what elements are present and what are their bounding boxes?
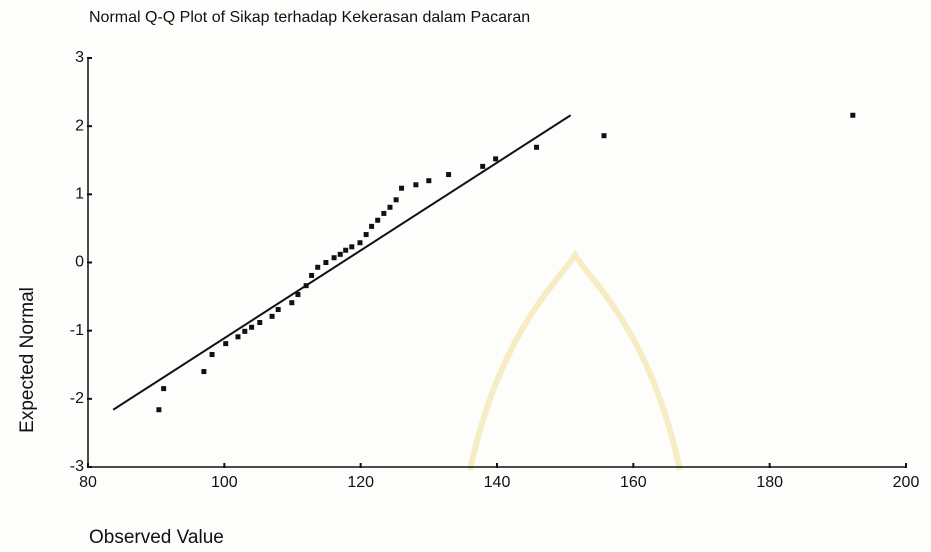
point [223, 341, 229, 347]
point [337, 251, 343, 257]
point [242, 328, 248, 334]
y-tick-label: -2 [70, 390, 84, 407]
point [534, 144, 540, 150]
x-tick-label: 140 [484, 474, 511, 491]
point [413, 182, 419, 188]
y-axis-label: Expected Normal [17, 287, 38, 433]
point [426, 178, 432, 184]
point [369, 223, 375, 229]
x-tick-label: 160 [620, 474, 647, 491]
point [275, 307, 281, 313]
point [601, 133, 607, 139]
x-tick-label: 100 [211, 474, 238, 491]
point [480, 163, 486, 169]
point [349, 244, 355, 250]
point [331, 255, 337, 261]
point [399, 185, 405, 191]
point [493, 156, 499, 162]
point [295, 292, 301, 298]
y-tick-label: 2 [75, 117, 84, 134]
y-tick-label: 3 [75, 49, 84, 66]
point [323, 260, 329, 265]
y-tick-label: 0 [75, 254, 84, 271]
point [156, 407, 162, 413]
y-tick-label: -1 [70, 322, 84, 339]
point [289, 300, 295, 306]
x-tick-label: 120 [347, 474, 374, 491]
watermark [467, 249, 683, 471]
point [387, 204, 393, 210]
point [235, 334, 241, 340]
point [257, 319, 263, 325]
point [201, 369, 207, 375]
y-tick-label: -3 [70, 458, 84, 475]
point [161, 386, 167, 392]
x-tick-label: 200 [893, 474, 920, 491]
point [446, 172, 452, 178]
point [850, 112, 856, 118]
point [363, 232, 369, 238]
point [303, 283, 309, 289]
point [315, 264, 321, 270]
point [357, 240, 363, 246]
point [393, 197, 399, 203]
x-tick-label: 180 [756, 474, 783, 491]
chart-title: Normal Q-Q Plot of Sikap terhadap Kekera… [89, 9, 530, 26]
x-tick-label: 80 [79, 474, 97, 491]
point [269, 313, 275, 319]
point [381, 210, 387, 216]
point [375, 217, 381, 223]
point [343, 247, 349, 253]
point [309, 272, 315, 278]
point [209, 352, 215, 358]
y-tick-label: 1 [75, 186, 84, 203]
reference-line [112, 114, 572, 411]
point [249, 324, 255, 330]
x-axis-label: Observed Value [89, 527, 224, 548]
